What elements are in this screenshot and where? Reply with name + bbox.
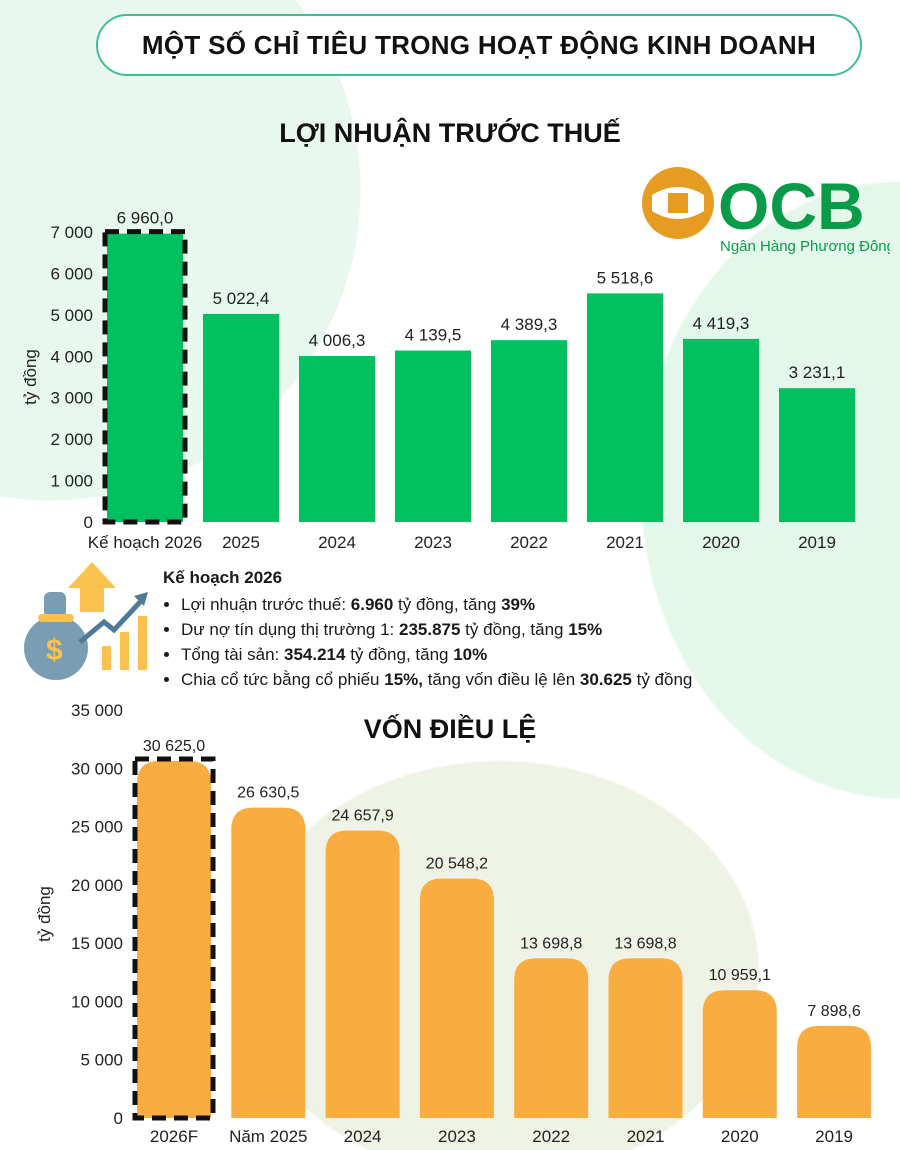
bar xyxy=(797,1025,872,1118)
x-tick-label: 2019 xyxy=(815,1127,853,1146)
x-tick-label: 2021 xyxy=(627,1127,665,1146)
data-label: 24 657,9 xyxy=(331,808,393,825)
bar xyxy=(419,878,494,1118)
x-tick-label: 2026F xyxy=(150,1127,198,1146)
x-tick-label: Năm 2025 xyxy=(229,1127,307,1146)
bar xyxy=(203,313,279,522)
x-tick-label: 2024 xyxy=(318,533,356,552)
data-label: 13 698,8 xyxy=(614,935,676,952)
bar xyxy=(107,233,183,522)
y-tick-label: 30 000 xyxy=(71,759,123,778)
y-tick-label: 2 000 xyxy=(50,430,93,449)
data-label: 4 419,3 xyxy=(693,314,750,333)
x-tick-label: 2023 xyxy=(438,1127,476,1146)
y-tick-label: 20 000 xyxy=(71,876,123,895)
data-label: 6 960,0 xyxy=(117,209,174,228)
x-tick-label: 2022 xyxy=(510,533,548,552)
bar xyxy=(491,340,567,522)
plan-2026-box: Kế hoạch 2026 Lợi nhuận trước thuế: 6.96… xyxy=(163,565,863,692)
highlight-dashed-border xyxy=(102,229,188,525)
y-tick-label: 35 000 xyxy=(71,701,123,720)
data-label: 4 389,3 xyxy=(501,315,558,334)
money-growth-icon: $ xyxy=(24,562,148,680)
plan-item: Chia cổ tức bằng cổ phiếu 15%, tăng vốn … xyxy=(181,667,863,692)
chart2-title: VỐN ĐIỀU LỆ xyxy=(363,714,537,744)
y-axis-label: tỷ đồng xyxy=(35,886,54,942)
logo-tagline: Ngân Hàng Phương Đông xyxy=(720,238,890,255)
ocb-logo: OCB Ngân Hàng Phương Đông xyxy=(642,167,890,255)
y-tick-label: 10 000 xyxy=(71,992,123,1011)
data-label: 5 518,6 xyxy=(597,268,654,287)
y-tick-label: 7 000 xyxy=(50,223,93,242)
x-tick-label: 2020 xyxy=(702,533,740,552)
plan-item: Tổng tài sản: 354.214 tỷ đồng, tăng 10% xyxy=(181,642,863,667)
bar xyxy=(587,293,663,522)
highlight-dashed-border xyxy=(132,756,216,1121)
y-tick-label: 15 000 xyxy=(71,934,123,953)
profit-bar-chart: 0 1 000 2 000 3 000 4 000 5 000 6 000 7 000 tỷ đ… xyxy=(21,209,855,552)
plan-item: Lợi nhuận trước thuế: 6.960 tỷ đồng, tăn… xyxy=(181,592,863,617)
data-label: 20 548,2 xyxy=(426,855,488,872)
y-tick-label: 25 000 xyxy=(71,818,123,837)
y-tick-label: 4 000 xyxy=(50,347,93,366)
data-label: 13 698,8 xyxy=(520,935,582,952)
bar xyxy=(395,350,471,522)
y-tick-label: 3 000 xyxy=(50,389,93,408)
data-label: 30 625,0 xyxy=(143,738,205,755)
bar xyxy=(683,338,759,522)
bar xyxy=(779,388,855,522)
data-label: 4 006,3 xyxy=(309,331,366,350)
y-tick-label: 5 000 xyxy=(50,306,93,325)
data-label: 5 022,4 xyxy=(213,289,270,308)
svg-text:$: $ xyxy=(46,634,63,667)
y-tick-label: 0 xyxy=(114,1109,123,1128)
x-tick-label: 2019 xyxy=(798,533,836,552)
bar xyxy=(608,958,683,1118)
page-title: MỘT SỐ CHỈ TIÊU TRONG HOẠT ĐỘNG KINH DOA… xyxy=(96,14,862,76)
x-tick-label: 2022 xyxy=(532,1127,570,1146)
plan-item: Dư nợ tín dụng thị trường 1: 235.875 tỷ … xyxy=(181,617,863,642)
y-tick-label: 0 xyxy=(84,513,93,532)
bar xyxy=(514,958,589,1118)
bar xyxy=(137,761,211,1118)
bar xyxy=(325,830,400,1118)
x-tick-label: 2023 xyxy=(414,533,452,552)
x-tick-label: 2024 xyxy=(344,1127,382,1146)
y-tick-label: 1 000 xyxy=(50,472,93,491)
chart1-title: LỢI NHUẬN TRƯỚC THUẾ xyxy=(279,118,621,148)
svg-text:OCB: OCB xyxy=(718,169,865,243)
data-label: 3 231,1 xyxy=(789,363,846,382)
bar xyxy=(299,356,375,522)
x-tick-label: 2020 xyxy=(721,1127,759,1146)
x-tick-label: Kế hoạch 2026 xyxy=(88,533,202,552)
data-label: 7 898,6 xyxy=(807,1003,860,1020)
x-tick-label: 2025 xyxy=(222,533,260,552)
y-tick-label: 5 000 xyxy=(80,1051,123,1070)
x-tick-label: 2021 xyxy=(606,533,644,552)
plan-heading: Kế hoạch 2026 xyxy=(163,568,283,587)
data-label: 26 630,5 xyxy=(237,785,299,802)
data-label: 4 139,5 xyxy=(405,326,462,345)
y-tick-label: 6 000 xyxy=(50,264,93,283)
bar xyxy=(231,807,306,1118)
bar xyxy=(702,990,777,1118)
data-label: 10 959,1 xyxy=(709,967,771,984)
y-axis-label: tỷ đồng xyxy=(21,349,40,405)
